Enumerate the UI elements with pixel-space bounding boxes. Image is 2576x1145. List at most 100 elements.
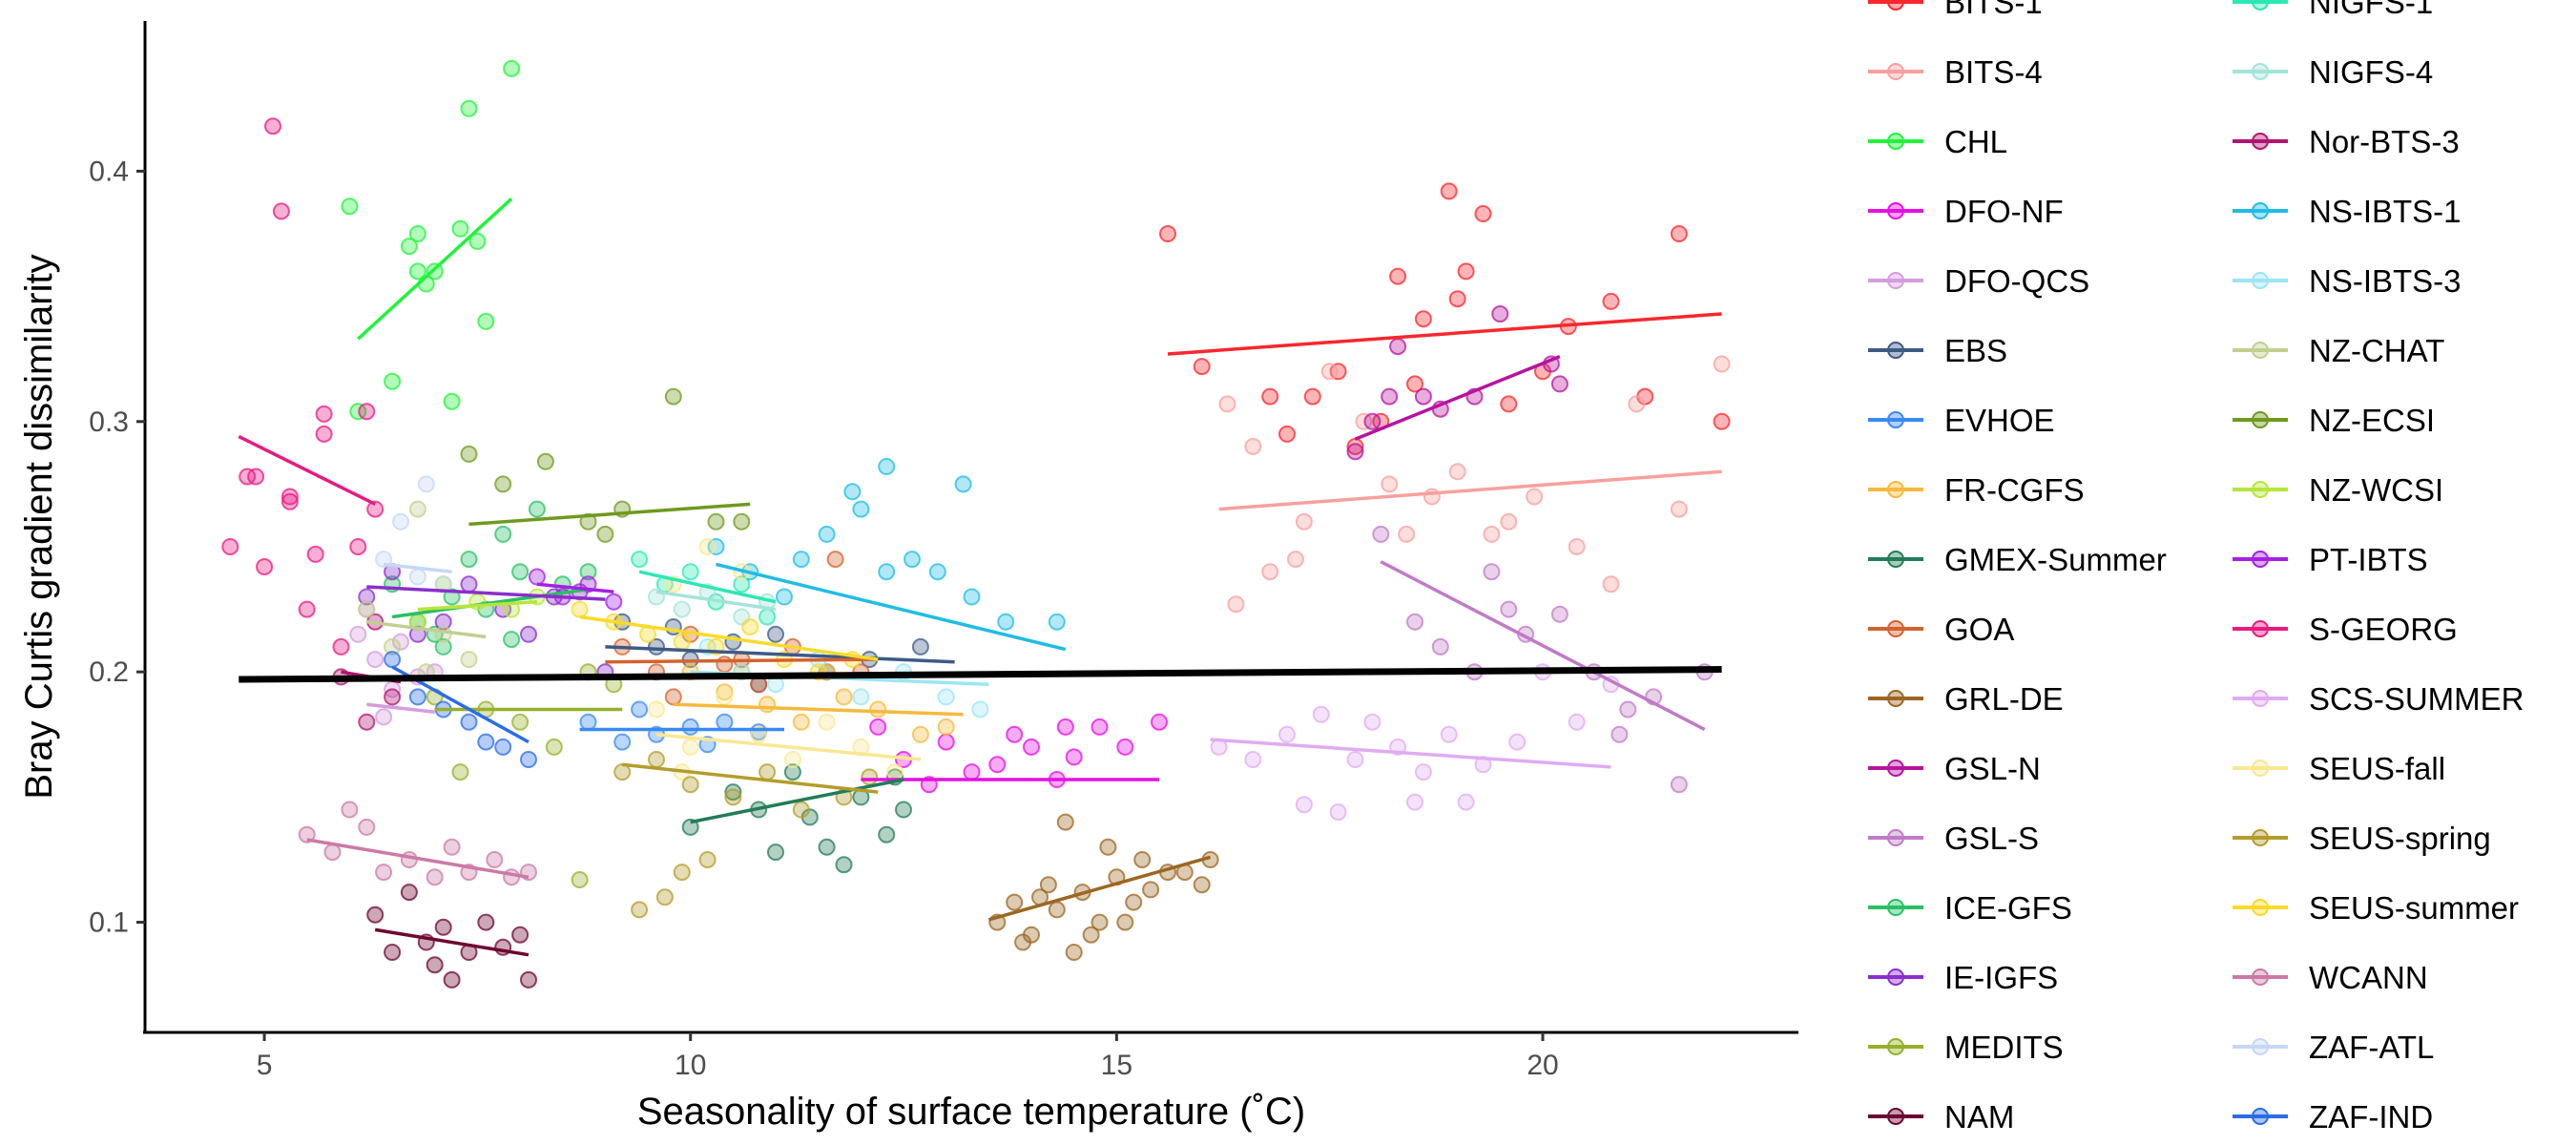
legend-point-key: [1887, 342, 1904, 359]
data-point: [673, 864, 691, 882]
data-point: [520, 625, 537, 643]
legend-label: ZAF-IND: [2309, 1099, 2433, 1135]
data-point: [323, 843, 342, 862]
data-point: [1091, 913, 1109, 931]
data-point: [477, 733, 495, 751]
data-point: [1619, 700, 1637, 718]
data-point: [1099, 838, 1117, 856]
legend-point-key: [1887, 1038, 1904, 1055]
data-point: [895, 801, 912, 819]
data-point: [1500, 600, 1518, 618]
data-point: [443, 838, 461, 856]
data-point: [681, 738, 699, 756]
data-point: [1346, 751, 1364, 768]
series-trend-line: [690, 778, 904, 824]
legend-label: GSL-N: [1944, 751, 2041, 786]
data-point: [664, 688, 682, 706]
data-point: [358, 588, 376, 606]
data-point: [366, 906, 384, 924]
data-point: [698, 538, 717, 555]
legend-point-key: [2252, 1108, 2269, 1125]
series-trend-line: [1167, 312, 1722, 356]
x-axis-ticks: 5 10 15 20: [257, 1032, 1559, 1081]
series-trend-line: [366, 619, 487, 639]
series-trend-line: [1380, 560, 1706, 732]
legend-point-key: [1887, 411, 1904, 428]
legend-item: GOA: [1868, 612, 2014, 647]
data-point: [400, 884, 418, 902]
legend-label: CHL: [1944, 124, 2007, 159]
data-point: [528, 500, 546, 518]
data-point: [758, 696, 777, 714]
data-point: [426, 868, 444, 886]
data-point: [298, 600, 316, 618]
data-point: [776, 588, 793, 606]
legend-label: NIGFS-4: [2309, 54, 2433, 90]
y-tick-label: 0.2: [89, 656, 129, 688]
legend-label: Nor-BTS-3: [2309, 124, 2460, 159]
data-point: [997, 613, 1015, 631]
data-point: [1381, 475, 1399, 493]
data-point: [1568, 713, 1586, 731]
data-point: [272, 202, 290, 220]
series-trend-line: [357, 198, 513, 341]
data-point: [1406, 613, 1423, 631]
legend-label: BITS-1: [1944, 0, 2043, 20]
data-point: [716, 688, 734, 706]
data-point: [1670, 500, 1688, 518]
data-point: [460, 445, 478, 463]
data-point: [1713, 412, 1731, 430]
legend-item: CHL: [1868, 124, 2007, 159]
data-point: [434, 625, 452, 643]
series-trend-line: [622, 762, 879, 794]
data-point: [1448, 290, 1466, 308]
data-point: [1363, 713, 1381, 731]
data-point: [545, 738, 563, 756]
legend-label: NS-IBTS-3: [2309, 263, 2462, 299]
data-point: [1159, 225, 1176, 242]
data-point: [384, 688, 402, 706]
data-point: [528, 568, 546, 586]
data-point: [911, 725, 929, 743]
legend-item: NS-IBTS-3: [2233, 263, 2462, 299]
data-point: [358, 713, 376, 731]
data-point: [1091, 718, 1109, 736]
data-points-layer: [221, 59, 1731, 989]
legend-item: PT-IBTS: [2233, 542, 2428, 577]
data-point: [520, 751, 537, 768]
data-point: [1329, 803, 1347, 822]
series-trend-line: [655, 733, 922, 761]
legend-label: NAM: [1944, 1099, 2014, 1135]
legend-item: GMEX-Summer: [1868, 542, 2167, 577]
legend-point-key: [1887, 133, 1904, 150]
data-point: [332, 637, 350, 656]
data-point: [1303, 387, 1321, 406]
legend-label: NS-IBTS-1: [2309, 194, 2462, 229]
data-point: [1440, 182, 1458, 200]
series-trend-line: [605, 645, 955, 664]
data-point: [520, 970, 537, 989]
legend-item: SEUS-spring: [2233, 821, 2491, 856]
legend-item: NZ-WCSI: [2233, 472, 2443, 508]
legend-label: GOA: [1944, 612, 2014, 647]
data-point: [1406, 793, 1423, 811]
data-point: [1287, 551, 1304, 569]
data-point: [818, 525, 836, 543]
legend-item: ZAF-ATL: [2233, 1030, 2434, 1065]
data-point: [451, 763, 469, 781]
series-trend-line: [716, 562, 1067, 652]
legend-label: WCANN: [2309, 960, 2428, 995]
data-point: [792, 713, 810, 731]
data-point: [298, 825, 316, 843]
data-point: [1414, 310, 1432, 328]
legend-item: EBS: [1868, 333, 2007, 368]
data-point: [384, 372, 402, 390]
data-point: [417, 475, 435, 493]
data-point: [366, 500, 384, 518]
legend-point-key: [2252, 690, 2269, 707]
data-point: [716, 656, 734, 674]
data-point: [1320, 363, 1339, 381]
data-point: [460, 651, 478, 669]
data-point: [1193, 876, 1211, 894]
data-point: [1713, 355, 1731, 373]
